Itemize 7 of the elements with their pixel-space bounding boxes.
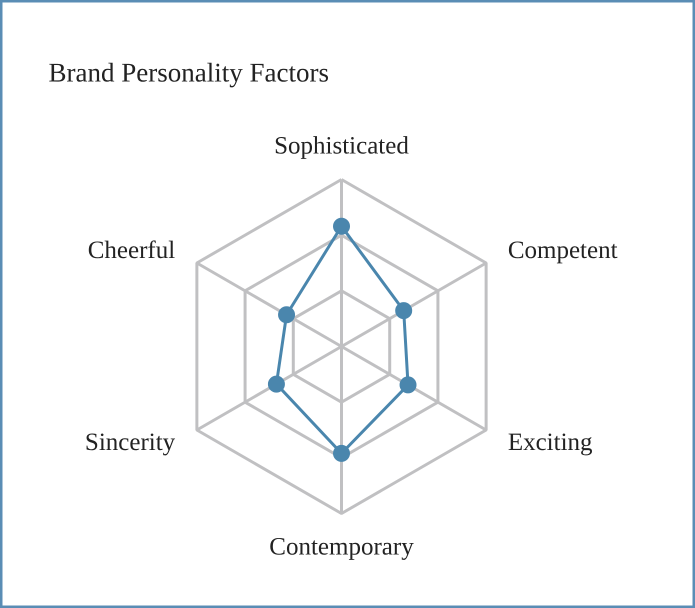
spoke-label: Sincerity (84, 429, 176, 456)
spoke-label: Exciting (508, 429, 594, 456)
spoke-label: Cheerful (88, 236, 176, 264)
spoke-label: Sophisticated (274, 132, 410, 160)
spoke-label: Contemporary (269, 533, 414, 560)
spoke-label: Competent (508, 236, 618, 264)
chart-title: Brand Personality Factors (48, 58, 329, 88)
